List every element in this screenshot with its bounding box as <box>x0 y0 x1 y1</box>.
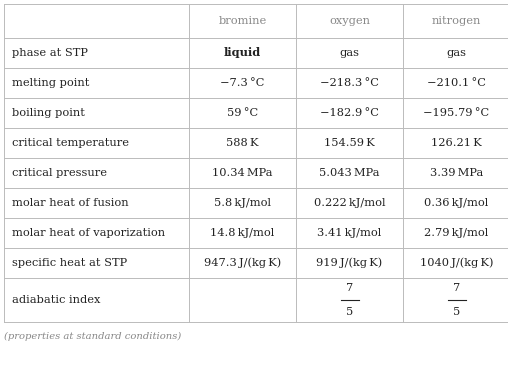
Text: gas: gas <box>339 48 360 58</box>
Text: 14.8 kJ/mol: 14.8 kJ/mol <box>210 228 275 238</box>
Text: 126.21 K: 126.21 K <box>431 138 482 148</box>
Text: 588 K: 588 K <box>226 138 259 148</box>
Text: −182.9 °C: −182.9 °C <box>320 108 379 118</box>
Text: 5.8 kJ/mol: 5.8 kJ/mol <box>214 198 271 208</box>
Text: 0.222 kJ/mol: 0.222 kJ/mol <box>314 198 385 208</box>
Text: 5: 5 <box>453 307 460 317</box>
Text: nitrogen: nitrogen <box>432 16 481 26</box>
Text: −218.3 °C: −218.3 °C <box>320 78 379 88</box>
Text: liquid: liquid <box>224 48 261 58</box>
Text: 154.59 K: 154.59 K <box>324 138 375 148</box>
Text: critical pressure: critical pressure <box>12 168 107 178</box>
Text: adiabatic index: adiabatic index <box>12 295 101 305</box>
Text: −195.79 °C: −195.79 °C <box>424 108 490 118</box>
Text: 919 J/(kg K): 919 J/(kg K) <box>316 258 383 268</box>
Text: molar heat of fusion: molar heat of fusion <box>12 198 129 208</box>
Text: gas: gas <box>447 48 466 58</box>
Text: 59 °C: 59 °C <box>227 108 258 118</box>
Text: 1040 J/(kg K): 1040 J/(kg K) <box>420 258 493 268</box>
Text: (properties at standard conditions): (properties at standard conditions) <box>4 332 181 341</box>
Text: bromine: bromine <box>218 16 267 26</box>
Text: 5.043 MPa: 5.043 MPa <box>319 168 380 178</box>
Text: −7.3 °C: −7.3 °C <box>220 78 265 88</box>
Text: 0.36 kJ/mol: 0.36 kJ/mol <box>424 198 489 208</box>
Text: melting point: melting point <box>12 78 89 88</box>
Text: boiling point: boiling point <box>12 108 85 118</box>
Text: 7: 7 <box>453 283 460 293</box>
Text: phase at STP: phase at STP <box>12 48 88 58</box>
Text: molar heat of vaporization: molar heat of vaporization <box>12 228 165 238</box>
Text: critical temperature: critical temperature <box>12 138 129 148</box>
Text: 947.3 J/(kg K): 947.3 J/(kg K) <box>204 258 281 268</box>
Text: 7: 7 <box>346 283 353 293</box>
Text: 10.34 MPa: 10.34 MPa <box>212 168 273 178</box>
Text: 2.79 kJ/mol: 2.79 kJ/mol <box>424 228 489 238</box>
Text: −210.1 °C: −210.1 °C <box>427 78 486 88</box>
Text: 3.41 kJ/mol: 3.41 kJ/mol <box>318 228 382 238</box>
Text: 3.39 MPa: 3.39 MPa <box>430 168 483 178</box>
Text: oxygen: oxygen <box>329 16 370 26</box>
Text: specific heat at STP: specific heat at STP <box>12 258 127 268</box>
Text: 5: 5 <box>346 307 353 317</box>
